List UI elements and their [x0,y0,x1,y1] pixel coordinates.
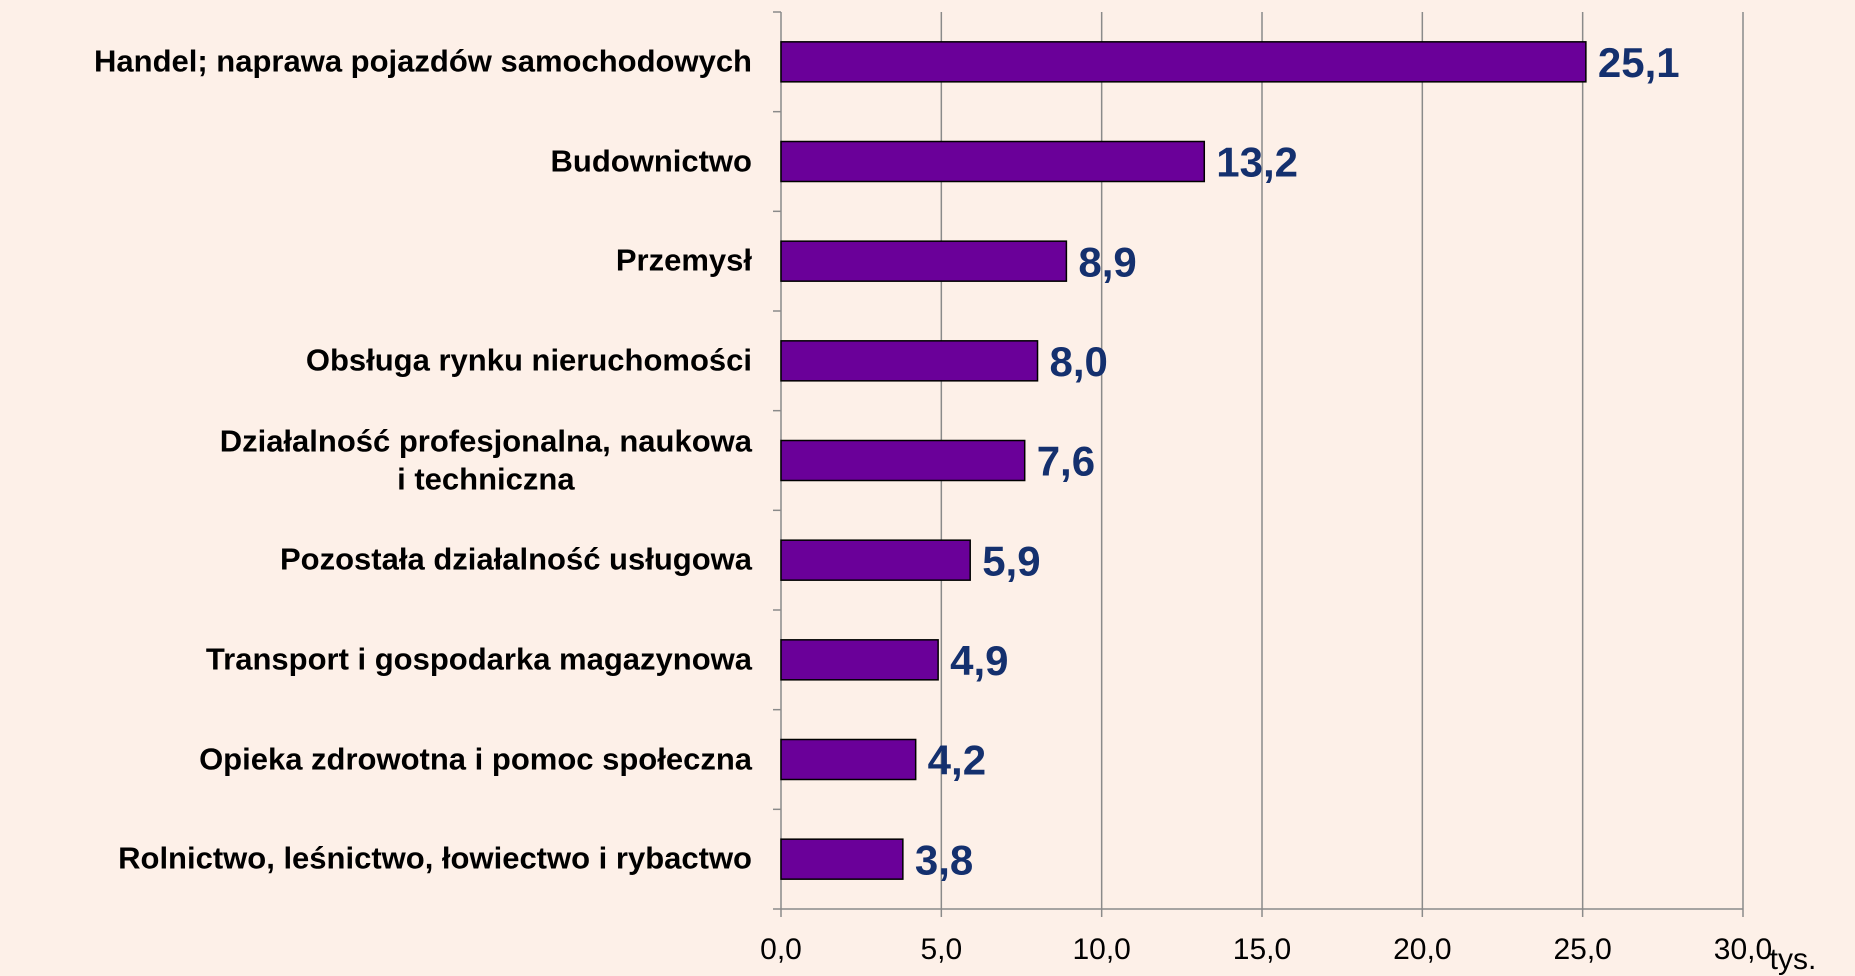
y-tick-label: Przemysł [616,242,752,281]
y-tick-label-text: Handel; naprawa pojazdów samochodowych [94,43,752,79]
x-tick-label: 0,0 [760,933,802,966]
value-label: 3,8 [915,836,973,883]
bar [780,240,1068,282]
x-axis-label: tys. [1770,943,1817,976]
y-tick-label: Pozostała działalność usługowa [280,541,752,580]
y-tick-label: Transport i gospodarka magazynowa [206,640,752,679]
bar [780,439,1026,482]
value-label: 5,9 [982,537,1040,584]
y-tick-label-text: Obsługa rynku nieruchomości [305,342,752,378]
y-tick-label: Budownictwo [551,142,752,181]
y-tick-label: Działalność profesjonalna, naukowa i tec… [220,422,752,500]
value-label: 4,2 [928,737,986,784]
bar [780,639,939,681]
y-tick-label-text: Opieka zdrowotna i pomoc społeczna [199,741,752,777]
y-tick-label: Rolnictwo, leśnictwo, łowiectwo i rybact… [118,840,752,879]
bar [780,41,1587,83]
y-tick-label-text: Transport i gospodarka magazynowa [205,641,752,677]
bar [780,140,1206,183]
bar [780,539,971,581]
x-tick-label: 5,0 [920,933,962,966]
y-tick-label-text: Przemysł [615,242,752,278]
bar [780,838,904,880]
x-tick-label: 30,0 [1714,933,1772,966]
value-label: 8,9 [1078,238,1136,285]
value-label: 7,6 [1037,438,1095,485]
x-tick-label: 15,0 [1233,933,1291,966]
value-label: 25,1 [1598,39,1680,86]
y-tick-label-text: Rolnictwo, leśnictwo, łowiectwo i rybact… [118,840,752,876]
y-tick-label-text: Budownictwo [550,143,752,179]
bar [780,738,917,781]
y-tick-label: Handel; naprawa pojazdów samochodowych [94,42,752,81]
y-tick-label-text: Działalność profesjonalna, naukowa i tec… [219,422,752,497]
value-label: 13,2 [1216,139,1298,186]
x-tick-label: 10,0 [1072,933,1130,966]
value-label: 8,0 [1050,338,1108,385]
x-tick-label: 20,0 [1393,933,1451,966]
y-tick-label-text: Pozostała działalność usługowa [280,541,752,577]
x-tick-label: 25,0 [1553,933,1611,966]
y-tick-label: Obsługa rynku nieruchomości [306,341,752,380]
bar [780,340,1039,382]
value-label: 4,9 [950,637,1008,684]
y-tick-label: Opieka zdrowotna i pomoc społeczna [199,740,752,779]
